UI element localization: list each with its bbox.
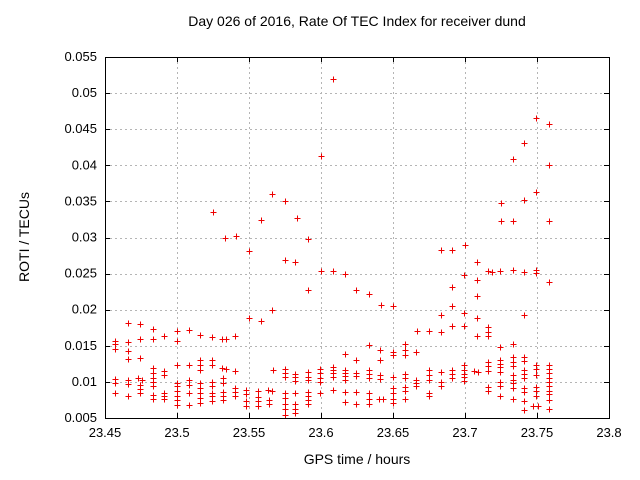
y-tick-label: 0.025 — [64, 266, 97, 281]
data-points — [112, 76, 553, 419]
x-tick-label: 23.8 — [596, 425, 621, 440]
y-tick-label: 0.055 — [64, 49, 97, 64]
x-tick-label: 23.75 — [521, 425, 554, 440]
x-tick-label: 23.5 — [164, 425, 189, 440]
x-tick-label: 23.7 — [452, 425, 477, 440]
y-tick-label: 0.03 — [72, 230, 97, 245]
chart-title: Day 026 of 2016, Rate Of TEC Index for r… — [188, 13, 526, 29]
x-tick-label: 23.6 — [308, 425, 333, 440]
y-tick-label: 0.01 — [72, 374, 97, 389]
y-tick-label: 0.05 — [72, 85, 97, 100]
axis-ticks — [105, 57, 610, 419]
y-tick-label: 0.035 — [64, 193, 97, 208]
y-tick-label: 0.005 — [64, 410, 97, 425]
tick-labels: 23.45 23.5 23.55 23.6 23.65 23.7 23.75 23.8 0.00… — [64, 49, 621, 440]
y-axis-label: ROTI / TECUs — [16, 192, 32, 282]
grid-lines — [105, 57, 609, 418]
y-tick-label: 0.045 — [64, 121, 97, 136]
x-tick-label: 23.45 — [89, 425, 122, 440]
y-tick-label: 0.04 — [72, 157, 97, 172]
x-tick-label: 23.55 — [233, 425, 266, 440]
x-axis-label: GPS time / hours — [303, 451, 411, 467]
y-tick-label: 0.015 — [64, 338, 97, 353]
y-tick-label: 0.02 — [72, 302, 97, 317]
x-tick-label: 23.65 — [377, 425, 410, 440]
